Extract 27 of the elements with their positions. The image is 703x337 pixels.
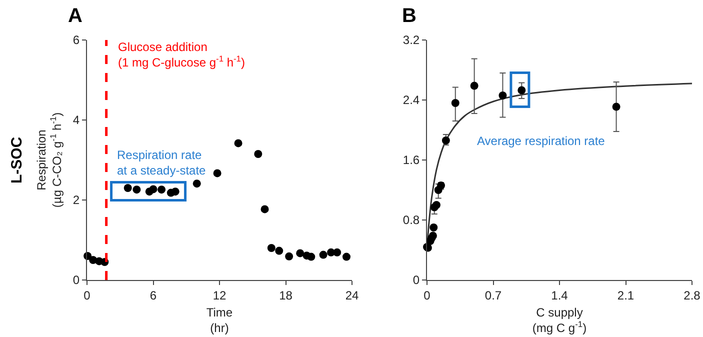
y-tick-label: 2.4 <box>402 93 420 108</box>
x-tick-label: 2.8 <box>684 288 701 302</box>
y-tick-label: 4 <box>72 113 80 128</box>
y-tick-label: 0 <box>72 273 80 288</box>
x-tick-label: 24 <box>345 288 359 302</box>
y-tick-label: 0.8 <box>402 213 420 228</box>
x-tick-label: 0 <box>424 288 431 302</box>
text: L-SOC <box>8 136 26 184</box>
ref-line-label: Glucose addition (1 mg C-glucose g$^{-1}$ h$^{-1}$) <box>118 40 245 70</box>
x-tick-label: 0 <box>84 288 91 302</box>
y-tick-label: 2 <box>72 193 80 208</box>
y-tick-label: 6 <box>72 33 80 48</box>
y-tick-label: 1.6 <box>402 153 420 168</box>
chart-title: A <box>68 5 82 27</box>
x-tick-label: 18 <box>279 288 293 302</box>
x-tick-label: 0.7 <box>484 288 502 302</box>
x-tick-label: 1.4 <box>551 288 568 302</box>
x-tick-label: 12 <box>212 288 226 302</box>
x-axis-title: Time (hr) <box>206 305 233 335</box>
annotation: Respiration rate at a steady-state <box>117 148 206 178</box>
x-tick-label: 2.1 <box>617 288 634 302</box>
chart-title: B <box>402 5 416 27</box>
annotation: Average respiration rate <box>477 134 606 148</box>
x-axis-title: C supply (mg C g$^{-1}$) <box>532 305 587 335</box>
x-tick-label: 6 <box>150 288 157 302</box>
y-tick-label: 3.2 <box>402 33 420 48</box>
y-tick-label: 0 <box>412 273 420 288</box>
